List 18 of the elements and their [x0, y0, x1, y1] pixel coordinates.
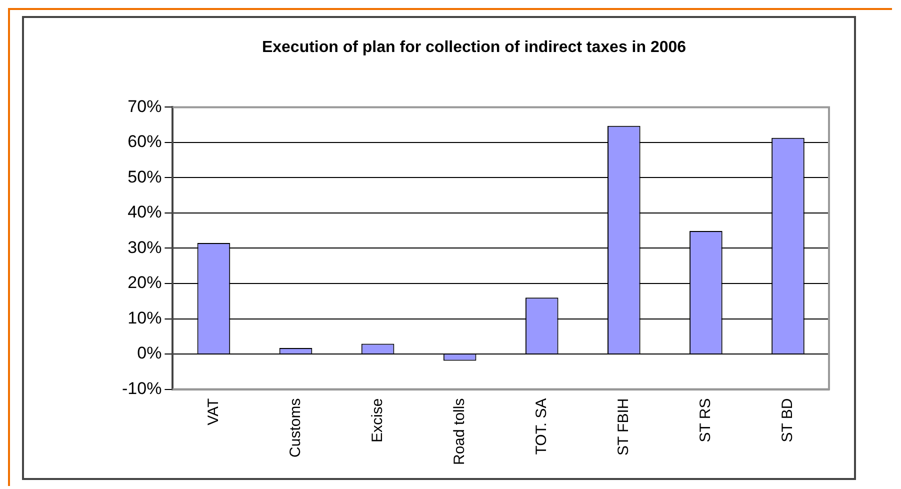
x-tick-label: ST FBIH — [615, 398, 632, 456]
y-tick-label: 70% — [128, 96, 162, 116]
x-tick-label: ST BD — [779, 398, 796, 442]
x-tick-label: Excise — [368, 398, 386, 442]
y-tick-label: 20% — [128, 273, 162, 292]
y-tick-label: 0% — [137, 344, 162, 363]
x-tick-label: VAT — [204, 398, 222, 426]
y-tick-label: 40% — [128, 202, 162, 222]
chart-title: Execution of plan for collection of indirect taxes in 2006 — [262, 39, 686, 56]
y-tick-label: 10% — [128, 308, 162, 328]
x-tick-label: Road tolls — [450, 398, 468, 465]
x-tick-label: TOT. SA — [533, 398, 550, 455]
y-tick-label: -10% — [122, 378, 162, 398]
x-tick-label: Customs — [286, 398, 304, 458]
y-tick-label: 30% — [128, 238, 162, 257]
x-tick-label: ST RS — [697, 398, 714, 442]
y-tick-label: 50% — [128, 167, 162, 186]
y-tick-label: 60% — [128, 132, 162, 152]
